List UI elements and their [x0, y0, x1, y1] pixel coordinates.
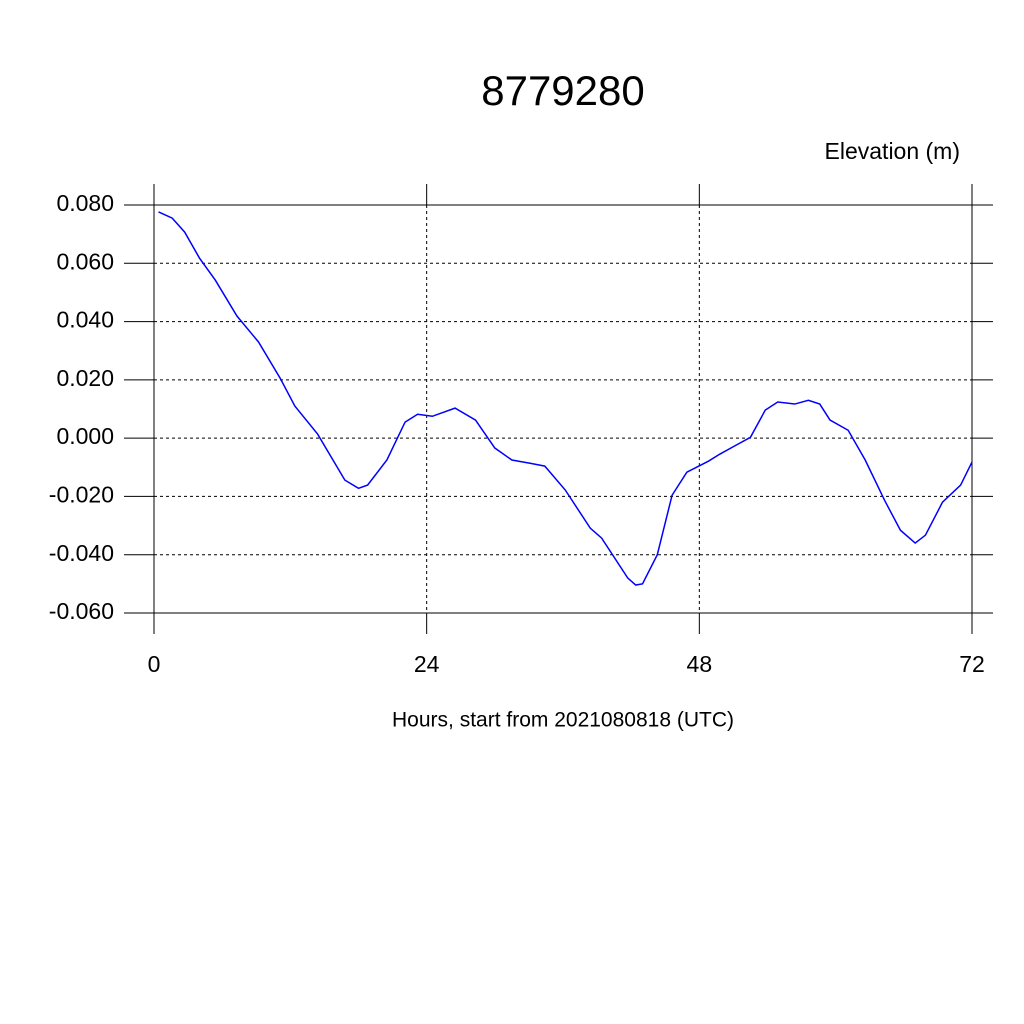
x-tick-label: 72 — [959, 651, 985, 677]
y-tick-label: 0.020 — [56, 365, 114, 391]
chart-title: 8779280 — [481, 67, 645, 114]
y-tick-label: -0.060 — [49, 598, 114, 624]
y-tick-label: 0.040 — [56, 307, 114, 333]
data-line — [158, 211, 973, 586]
x-axis-label: Hours, start from 2021080818 (UTC) — [392, 709, 734, 732]
x-tick-label: 24 — [414, 651, 440, 677]
plot-frame — [153, 204, 973, 614]
y-tick-label: -0.040 — [49, 540, 114, 566]
x-tick-label: 0 — [148, 651, 161, 677]
y-axis-label: Elevation (m) — [825, 138, 960, 164]
y-tick-label: -0.020 — [49, 482, 114, 508]
y-tick-label: 0.060 — [56, 248, 114, 274]
x-tick-label: 48 — [687, 651, 713, 677]
y-tick-label: 0.000 — [56, 423, 114, 449]
y-tick-label: 0.080 — [56, 190, 114, 216]
